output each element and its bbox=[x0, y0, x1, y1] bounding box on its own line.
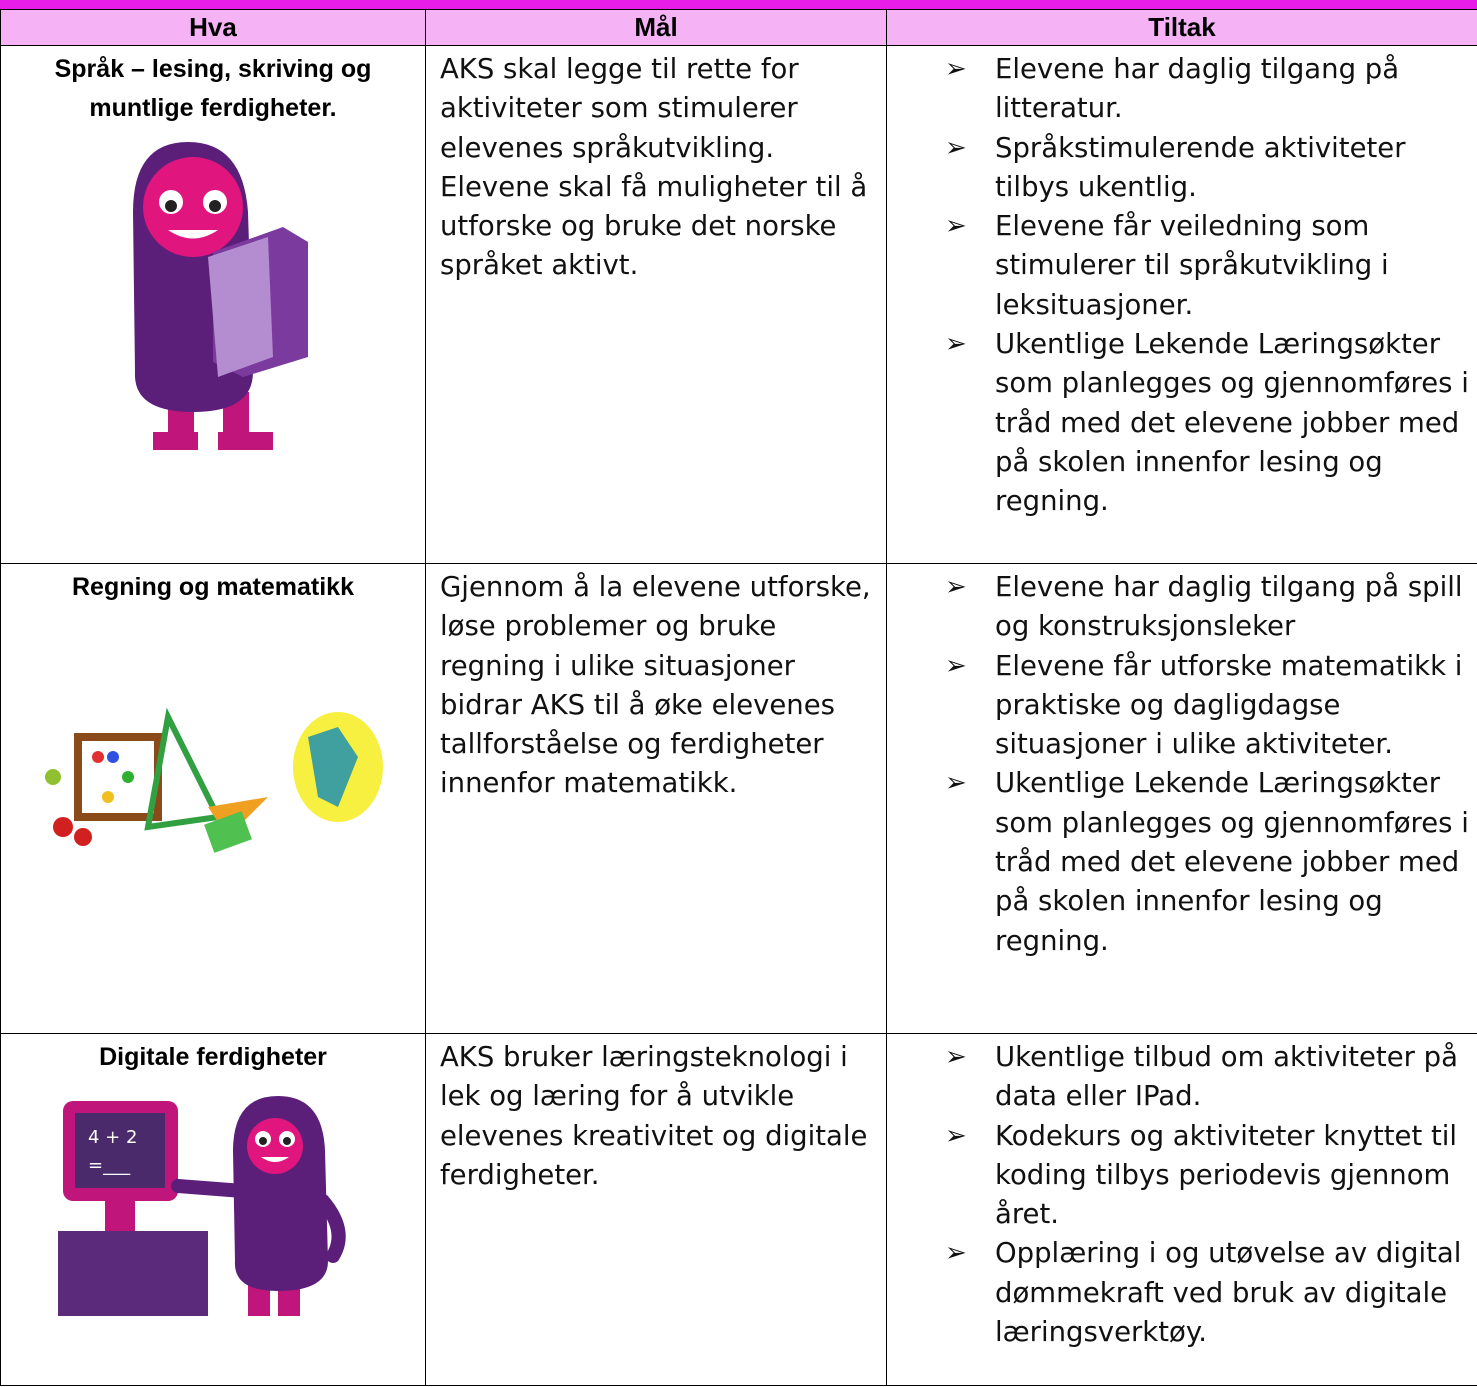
computer-character: 4 + 2 =___ bbox=[58, 1096, 346, 1316]
tiltak-list: Ukentlige tilbud om aktiviteter på data … bbox=[887, 1034, 1477, 1352]
screen-text: =___ bbox=[88, 1155, 131, 1176]
mal-cell: AKS bruker læringsteknologi i lek og lær… bbox=[425, 1033, 887, 1386]
hva-cell: Regning og matematikk bbox=[0, 563, 426, 1034]
hva-text: Digitale ferdigheter bbox=[99, 1043, 327, 1071]
tiltak-list: Elevene har daglig tilgang på spill og k… bbox=[887, 564, 1477, 961]
header-row: Hva Mål Tiltak bbox=[0, 9, 1477, 46]
hva-text: Språk – lesing, skriving og muntlige fer… bbox=[54, 55, 372, 122]
hva-cell: Digitale ferdigheter 4 + 2 =___ bbox=[0, 1033, 426, 1386]
tiltak-item: Elevene får veiledning som stimulerer ti… bbox=[945, 207, 1471, 325]
tiltak-item: Elevene har daglig tilgang på spill og k… bbox=[945, 568, 1471, 647]
mal-cell: AKS skal legge til rette for aktiviteter… bbox=[425, 45, 887, 564]
math-clipart bbox=[45, 707, 383, 853]
header-cell: Mål bbox=[425, 9, 887, 46]
hva-cell: Språk – lesing, skriving og muntlige fer… bbox=[0, 45, 426, 564]
tiltak-item: Språkstimulerende aktiviteter tilbys uke… bbox=[945, 129, 1471, 208]
row: Regning og matematikk Gjennom å la eleve… bbox=[0, 563, 1477, 1034]
tiltak-cell: Ukentlige tilbud om aktiviteter på data … bbox=[886, 1033, 1477, 1386]
tiltak-cell: Elevene har daglig tilgang på litteratur… bbox=[886, 45, 1477, 564]
header-cell: Tiltak bbox=[886, 9, 1477, 46]
tiltak-item: Elevene får utforske matematikk i prakti… bbox=[945, 647, 1471, 765]
tiltak-cell: Elevene har daglig tilgang på spill og k… bbox=[886, 563, 1477, 1034]
header-cell: Hva bbox=[0, 9, 426, 46]
mal-cell: Gjennom å la elevene utforske, løse prob… bbox=[425, 563, 887, 1034]
tiltak-item: Kodekurs og aktiviteter knyttet til kodi… bbox=[945, 1117, 1471, 1235]
row: Digitale ferdigheter 4 + 2 =___ AKS bruk… bbox=[0, 1033, 1477, 1386]
plan-table: Hva Mål Tiltak Språk – lesing, skriving … bbox=[0, 9, 1477, 1386]
tiltak-item: Opplæring i og utøvelse av digital dømme… bbox=[945, 1234, 1471, 1352]
reading-character bbox=[133, 142, 308, 450]
screen-text: 4 + 2 bbox=[88, 1127, 137, 1148]
row: Språk – lesing, skriving og muntlige fer… bbox=[0, 45, 1477, 564]
tiltak-item: Ukentlige Lekende Læringsøkter som planl… bbox=[945, 764, 1471, 960]
tiltak-item: Ukentlige tilbud om aktiviteter på data … bbox=[945, 1038, 1471, 1117]
tiltak-item: Elevene har daglig tilgang på litteratur… bbox=[945, 50, 1471, 129]
tiltak-list: Elevene har daglig tilgang på litteratur… bbox=[887, 46, 1477, 522]
tiltak-item: Ukentlige Lekende Læringsøkter som planl… bbox=[945, 325, 1471, 521]
hva-text: Regning og matematikk bbox=[72, 573, 354, 601]
